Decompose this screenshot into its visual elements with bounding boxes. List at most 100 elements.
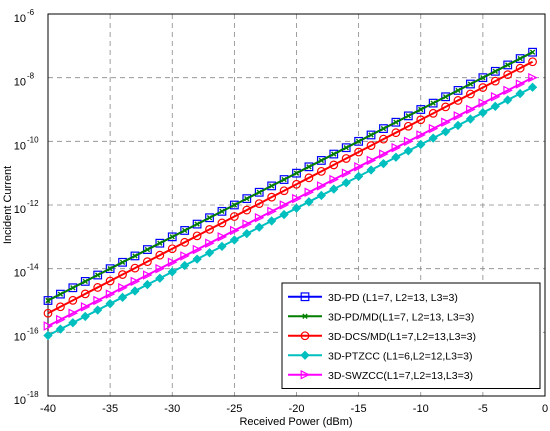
data-point xyxy=(93,295,103,306)
data-point xyxy=(180,251,190,261)
data-point xyxy=(393,119,399,125)
data-point xyxy=(204,248,215,258)
data-point xyxy=(242,205,252,215)
legend-item: 3D-PTZCC (L1=6,L2=12,L3=3) xyxy=(288,350,472,362)
y-axis-label: Incident Current xyxy=(2,166,14,244)
y-tick-label: 10-16 xyxy=(14,326,39,343)
y-tick-label: 10-6 xyxy=(14,8,35,25)
x-tick-label: 0 xyxy=(542,403,548,415)
data-point xyxy=(366,165,376,175)
x-tick-label: -30 xyxy=(164,403,180,415)
data-point xyxy=(428,133,438,143)
data-point xyxy=(217,241,227,252)
data-point xyxy=(391,117,401,127)
data-point xyxy=(391,152,401,162)
data-point xyxy=(403,121,413,131)
data-point xyxy=(343,145,349,151)
data-point xyxy=(403,111,413,121)
data-point xyxy=(93,270,103,280)
legend-label: 3D-DCS/MD(L1=7,L2=13,L3=3) xyxy=(328,331,476,343)
series-layer xyxy=(43,47,538,341)
data-point xyxy=(130,263,140,273)
data-point xyxy=(529,49,536,55)
data-point xyxy=(441,102,451,112)
y-tick-label: 10-8 xyxy=(14,72,35,89)
data-point xyxy=(478,98,489,108)
data-point xyxy=(304,162,314,172)
data-point xyxy=(130,276,141,287)
data-point xyxy=(43,296,53,305)
data-point xyxy=(181,227,188,234)
series-line xyxy=(47,51,534,302)
legend-item: 3D-PD/MD(L1=7, L2=13, L3=3) xyxy=(288,311,474,323)
data-point xyxy=(368,132,374,138)
data-point xyxy=(205,238,215,248)
data-point xyxy=(292,193,302,204)
x-tick-label: -25 xyxy=(226,403,242,415)
data-point xyxy=(329,160,339,170)
data-point xyxy=(143,245,152,254)
data-point xyxy=(490,101,500,111)
data-point xyxy=(267,192,277,202)
legend-marker xyxy=(300,350,310,360)
data-point xyxy=(353,171,364,181)
data-point xyxy=(229,212,239,221)
data-point xyxy=(441,117,451,128)
data-point xyxy=(366,130,376,140)
legend-item: 3D-PD (L1=7, L2=13, L3=3) xyxy=(288,292,458,304)
data-point xyxy=(205,213,214,223)
y-tick-exponent: -18 xyxy=(27,390,39,399)
data-point xyxy=(416,105,426,114)
data-point xyxy=(379,134,388,144)
data-point xyxy=(242,229,252,239)
data-point xyxy=(378,158,389,169)
data-point xyxy=(490,76,500,86)
data-point xyxy=(80,311,90,322)
legend: 3D-PD (L1=7, L2=13, L3=3) 3D-PD/MD(L1=7, … xyxy=(281,282,541,389)
data-point xyxy=(354,147,364,157)
data-point xyxy=(515,54,525,63)
data-point xyxy=(43,321,54,331)
data-point xyxy=(118,270,127,279)
data-point xyxy=(467,81,474,87)
data-point xyxy=(267,181,277,191)
data-point xyxy=(453,85,463,95)
x-tick-label: -10 xyxy=(413,403,429,415)
data-point xyxy=(316,190,326,201)
data-point xyxy=(503,85,513,96)
data-point xyxy=(80,302,91,312)
data-point xyxy=(490,91,501,102)
data-point xyxy=(229,225,240,236)
data-point xyxy=(70,285,76,291)
series xyxy=(43,82,538,341)
data-point xyxy=(130,251,140,261)
data-point xyxy=(379,124,388,134)
data-point xyxy=(180,237,190,247)
data-point xyxy=(505,62,511,68)
x-tick-label: -15 xyxy=(351,403,367,415)
y-tick-exponent: -8 xyxy=(27,72,35,81)
data-point xyxy=(304,197,314,207)
data-point xyxy=(155,263,165,274)
data-point xyxy=(117,292,128,302)
data-point xyxy=(366,155,377,166)
data-point xyxy=(43,330,53,341)
data-point xyxy=(68,318,78,328)
data-point xyxy=(167,267,177,277)
data-point xyxy=(217,232,228,242)
data-point xyxy=(281,176,287,183)
data-point xyxy=(465,114,476,124)
data-point xyxy=(403,136,414,147)
data-point xyxy=(144,246,151,253)
y-tick-exponent: -6 xyxy=(27,8,35,17)
data-point xyxy=(466,104,476,115)
data-point xyxy=(331,151,337,157)
data-point xyxy=(68,283,78,293)
data-point xyxy=(95,272,101,278)
data-point xyxy=(478,108,488,118)
data-point xyxy=(306,164,312,170)
data-point xyxy=(56,289,65,299)
data-point xyxy=(244,195,250,202)
x-tick-label: -20 xyxy=(289,403,305,415)
